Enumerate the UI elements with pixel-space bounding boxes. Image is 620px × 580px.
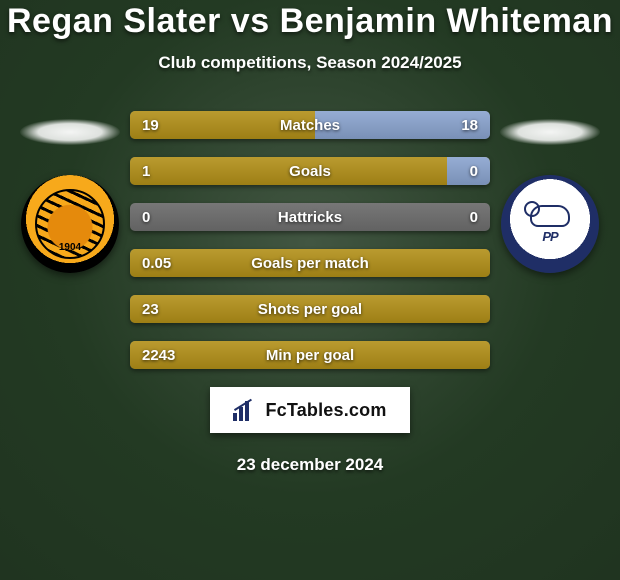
comparison-card: Regan Slater vs Benjamin Whiteman Club c…: [0, 0, 620, 580]
left-side: [10, 111, 130, 273]
stat-fill-right: [315, 111, 490, 139]
stat-fill-right: [447, 157, 490, 185]
stat-fill-left: [130, 341, 490, 369]
pne-badge-icon: PP: [513, 187, 587, 261]
club-crest-right: PP: [501, 175, 599, 273]
fctables-icon: [233, 399, 259, 421]
hull-tiger-icon: [35, 189, 105, 259]
stat-fill-left: [130, 249, 490, 277]
player-shadow-right: [500, 119, 600, 145]
stat-fill-left: [130, 111, 315, 139]
stat-row: Goals10: [130, 157, 490, 185]
club-crest-left: [21, 175, 119, 273]
stat-bars: Matches1918 Goals10 Hattricks00 Goals per m…: [130, 111, 490, 369]
stat-row: Goals per match0.05: [130, 249, 490, 277]
stat-fill-left: [130, 295, 490, 323]
right-side: PP: [490, 111, 610, 273]
stat-row: Min per goal2243: [130, 341, 490, 369]
stat-row: Matches1918: [130, 111, 490, 139]
stat-fill-left: [130, 157, 490, 185]
footer-date: 23 december 2024: [237, 455, 384, 475]
player-shadow-left: [20, 119, 120, 145]
stat-row: Shots per goal23: [130, 295, 490, 323]
body-row: Matches1918 Goals10 Hattricks00 Goals per m…: [0, 111, 620, 369]
page-title: Regan Slater vs Benjamin Whiteman: [7, 2, 613, 41]
stat-row: Hattricks00: [130, 203, 490, 231]
brand-text: FcTables.com: [265, 400, 386, 421]
subtitle: Club competitions, Season 2024/2025: [158, 53, 461, 73]
brand-badge: FcTables.com: [210, 387, 410, 433]
